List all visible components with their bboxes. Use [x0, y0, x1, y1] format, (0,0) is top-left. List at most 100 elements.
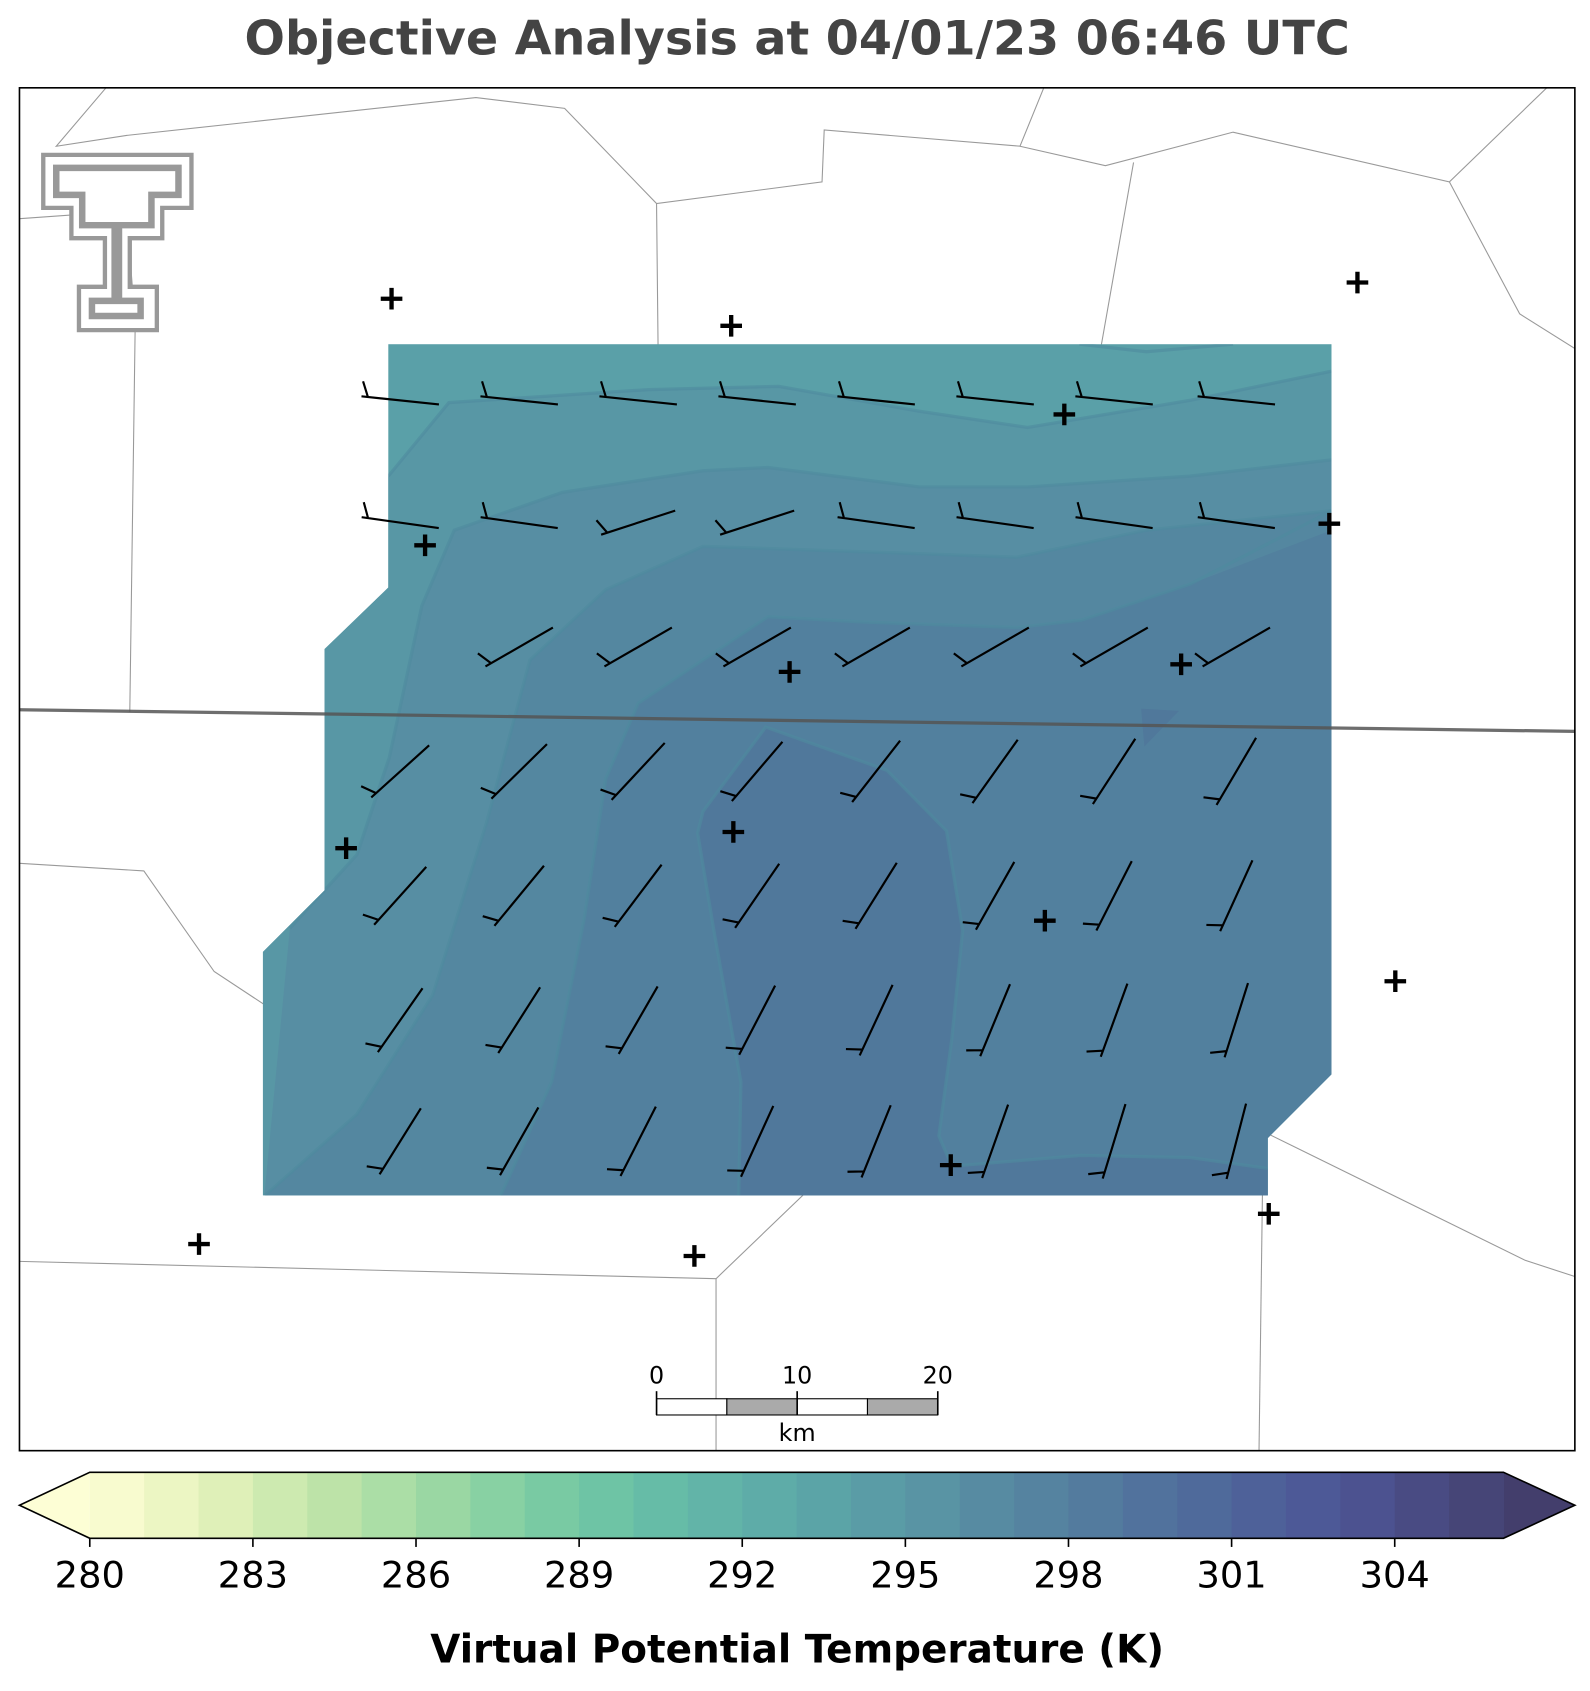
- colorbar-segment: [579, 1472, 635, 1539]
- colorbar-segment: [742, 1472, 798, 1539]
- wind-barb: [361, 501, 439, 530]
- wind-barb: [966, 983, 1012, 1057]
- wind-barb: [366, 1107, 422, 1175]
- scale-segment: [866, 1398, 939, 1416]
- scale-bar: 0 10 20 km: [649, 1362, 953, 1447]
- station-marker: [414, 534, 436, 557]
- colorbar-segment: [524, 1472, 580, 1539]
- wind-barb: [1079, 738, 1137, 805]
- wind-barb: [599, 380, 678, 406]
- wind-barb: [715, 626, 792, 668]
- colorbar-segment: [959, 1472, 1015, 1539]
- wind-barb: [839, 740, 901, 803]
- wind-barb: [1197, 501, 1276, 530]
- wind-barb: [482, 865, 545, 927]
- wind-barb: [365, 987, 424, 1053]
- colorbar-segment: [361, 1472, 417, 1539]
- wind-barb: [480, 743, 548, 800]
- analysis-field: [262, 344, 1332, 1196]
- wind-barb: [485, 986, 542, 1054]
- wind-barb: [1206, 859, 1254, 932]
- scale-segment: [796, 1398, 869, 1416]
- colorbar-tick-label: 295: [870, 1554, 940, 1597]
- colorbar-segment: [1122, 1472, 1178, 1539]
- wind-barb: [477, 626, 554, 668]
- colorbar-segment: [1340, 1472, 1396, 1539]
- station-marker: [1346, 271, 1369, 294]
- colorbar-segment: [252, 1472, 308, 1539]
- station-marker: [720, 314, 743, 337]
- colorbar-segment: [796, 1472, 852, 1539]
- colorbar-label: Virtual Potential Temperature (K): [430, 1627, 1164, 1672]
- station-marker: [1384, 970, 1407, 993]
- wind-barb: [845, 984, 894, 1056]
- colorbar-segment: [1068, 1472, 1124, 1539]
- station-marker: [939, 1154, 962, 1176]
- wind-barb: [1210, 982, 1250, 1058]
- wind-barb: [1197, 380, 1276, 406]
- colorbar-tick-label: 304: [1360, 1554, 1430, 1597]
- wind-barb: [727, 1105, 775, 1178]
- wind-barb: [1088, 1103, 1127, 1179]
- wind-barb: [1203, 737, 1257, 806]
- state-line: [19, 708, 1575, 734]
- scale-label: 10: [782, 1362, 812, 1390]
- wind-barb: [956, 501, 1034, 530]
- station-marker: [722, 821, 745, 843]
- map-frame: [18, 87, 1576, 1452]
- colorbar-tick-label: 301: [1197, 1554, 1267, 1597]
- wind-barb: [959, 739, 1019, 804]
- wind-barb: [842, 862, 898, 930]
- colorbar-segment: [144, 1472, 200, 1539]
- wind-barb: [360, 744, 430, 799]
- wind-barb: [1086, 983, 1129, 1058]
- stations: [188, 271, 1407, 1267]
- wind-barb: [722, 863, 781, 929]
- colorbar-segment: [1449, 1472, 1505, 1539]
- wind-barb: [595, 509, 676, 536]
- station-marker: [380, 287, 403, 310]
- colorbar-segment: [1014, 1472, 1070, 1539]
- wind-barb: [953, 626, 1030, 668]
- scale-segment: [656, 1398, 728, 1416]
- logo: [41, 152, 194, 333]
- colorbar-segment: [1177, 1472, 1233, 1539]
- wind-barb: [606, 1106, 657, 1177]
- colorbar-segment: [307, 1472, 363, 1539]
- wind-barb: [962, 861, 1016, 931]
- colorbar-tick-label: 292: [707, 1554, 777, 1597]
- wind-barb: [480, 380, 559, 406]
- colorbar: 280 283 286 289 292 295 298 301 304: [17, 1471, 1577, 1597]
- scale-segment: [726, 1398, 798, 1416]
- wind-barb: [596, 626, 673, 668]
- wind-barb: [1075, 380, 1153, 406]
- wind-barb: [837, 380, 915, 406]
- wind-barb: [480, 501, 558, 530]
- wind-barb: [967, 1104, 1010, 1179]
- wind-barb: [718, 380, 796, 406]
- station-marker: [188, 1233, 210, 1255]
- wind-barb: [725, 985, 777, 1056]
- field-band: [697, 727, 1277, 1196]
- scale-label: 0: [649, 1362, 664, 1390]
- colorbar-segment: [1285, 1472, 1341, 1539]
- scale-unit: km: [779, 1419, 816, 1447]
- wind-barb: [1075, 501, 1153, 530]
- field-band: [1141, 708, 1179, 747]
- wind-barb: [714, 509, 795, 536]
- colorbar-extend-low: [19, 1472, 90, 1539]
- wind-barb: [847, 1104, 892, 1178]
- map: [19, 87, 1575, 1451]
- station-marker: [1053, 403, 1076, 426]
- colorbar-segment: [1231, 1472, 1287, 1539]
- colorbar-tick-label: 289: [544, 1554, 614, 1597]
- colorbar-segment: [470, 1472, 526, 1539]
- station-marker: [1170, 653, 1192, 676]
- title: Objective Analysis at 04/01/23 06:46 UTC: [245, 11, 1350, 66]
- colorbar-segment: [633, 1472, 689, 1539]
- colorbar-segment: [89, 1472, 145, 1539]
- wind-barb: [362, 866, 428, 926]
- wind-barb: [605, 985, 659, 1055]
- wind-barb: [720, 741, 784, 802]
